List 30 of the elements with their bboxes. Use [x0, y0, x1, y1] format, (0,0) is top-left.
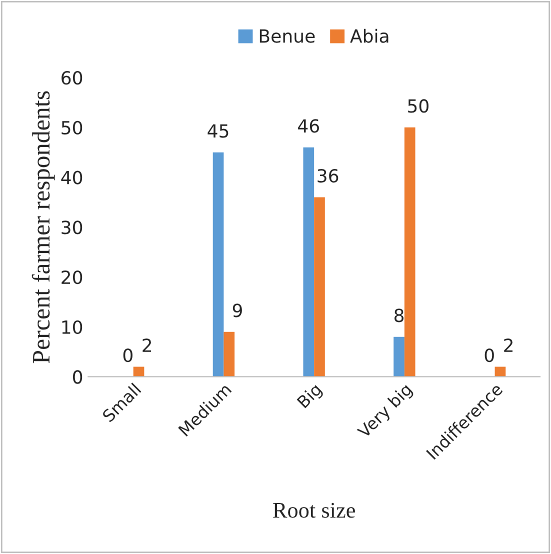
y-tick-label: 50 — [62, 120, 82, 135]
data-label: 9 — [232, 304, 242, 318]
legend-label: Benue — [260, 29, 315, 43]
y-tick-label: 40 — [61, 170, 82, 184]
data-label: 2 — [142, 338, 152, 352]
x-axis-title: Root size — [273, 502, 355, 518]
data-label: 0 — [484, 348, 494, 362]
data-label: 36 — [318, 168, 338, 183]
bar — [212, 152, 224, 377]
y-tick-label: 20 — [62, 270, 82, 284]
x-tick-label: Big — [296, 382, 324, 411]
bar — [494, 366, 506, 377]
y-tick-label: 10 — [62, 320, 82, 334]
data-label: 45 — [208, 124, 228, 138]
bar — [314, 197, 325, 377]
y-tick-label: 0 — [73, 370, 82, 384]
y-tick-label: 60 — [62, 71, 82, 85]
bar — [224, 332, 235, 377]
data-label: 50 — [408, 99, 428, 113]
bar — [303, 147, 314, 377]
legend-label: Abia — [350, 28, 388, 43]
y-axis-title: Percent farmer respondents — [32, 91, 55, 364]
bar — [394, 336, 404, 377]
data-label: 0 — [123, 348, 132, 362]
data-label: 46 — [298, 119, 319, 133]
bar — [133, 366, 144, 377]
data-label: 2 — [504, 338, 512, 352]
data-label: 8 — [394, 308, 404, 322]
bar — [404, 127, 416, 377]
y-tick-label: 30 — [62, 220, 82, 234]
